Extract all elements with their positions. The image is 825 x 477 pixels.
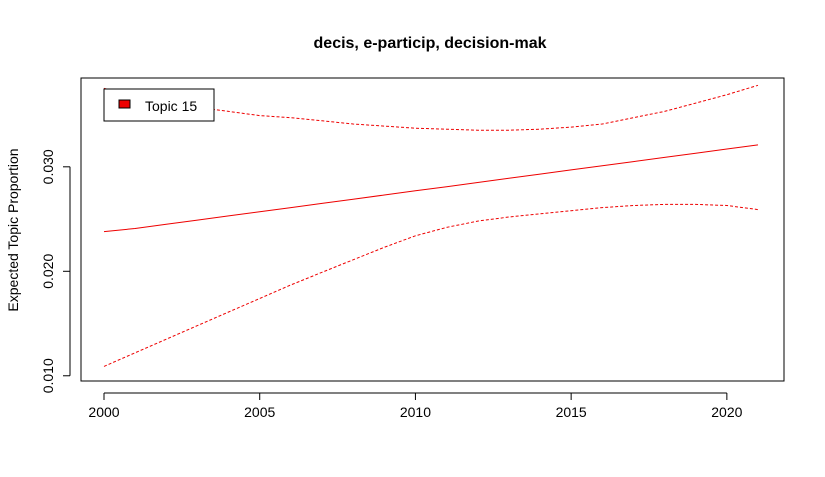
x-tick-label: 2015 (556, 404, 587, 420)
plot-frame (80, 77, 785, 382)
y-tick-label: 0.030 (40, 149, 56, 184)
series-line-lower (103, 203, 759, 367)
legend: Topic 15 (103, 88, 215, 122)
legend-swatch-topic-15 (118, 99, 131, 109)
x-tick-label: 2000 (88, 404, 119, 420)
y-axis-label: Expected Topic Proportion (5, 148, 21, 311)
legend-label-topic-15: Topic 15 (145, 98, 197, 114)
y-tick-label: 0.010 (40, 358, 56, 393)
x-tick-label: 2020 (711, 404, 742, 420)
chart-title: decis, e-particip, decision-mak (314, 35, 547, 52)
x-tick-label: 2005 (244, 404, 275, 420)
y-tick-label: 0.020 (40, 254, 56, 289)
y-axis: 0.010 0.020 0.030 (40, 149, 71, 393)
series-line-estimate (103, 144, 759, 233)
plot-lines (103, 84, 759, 367)
x-axis: 2000 2005 2010 2015 2020 (88, 392, 743, 420)
x-tick-label: 2010 (400, 404, 431, 420)
